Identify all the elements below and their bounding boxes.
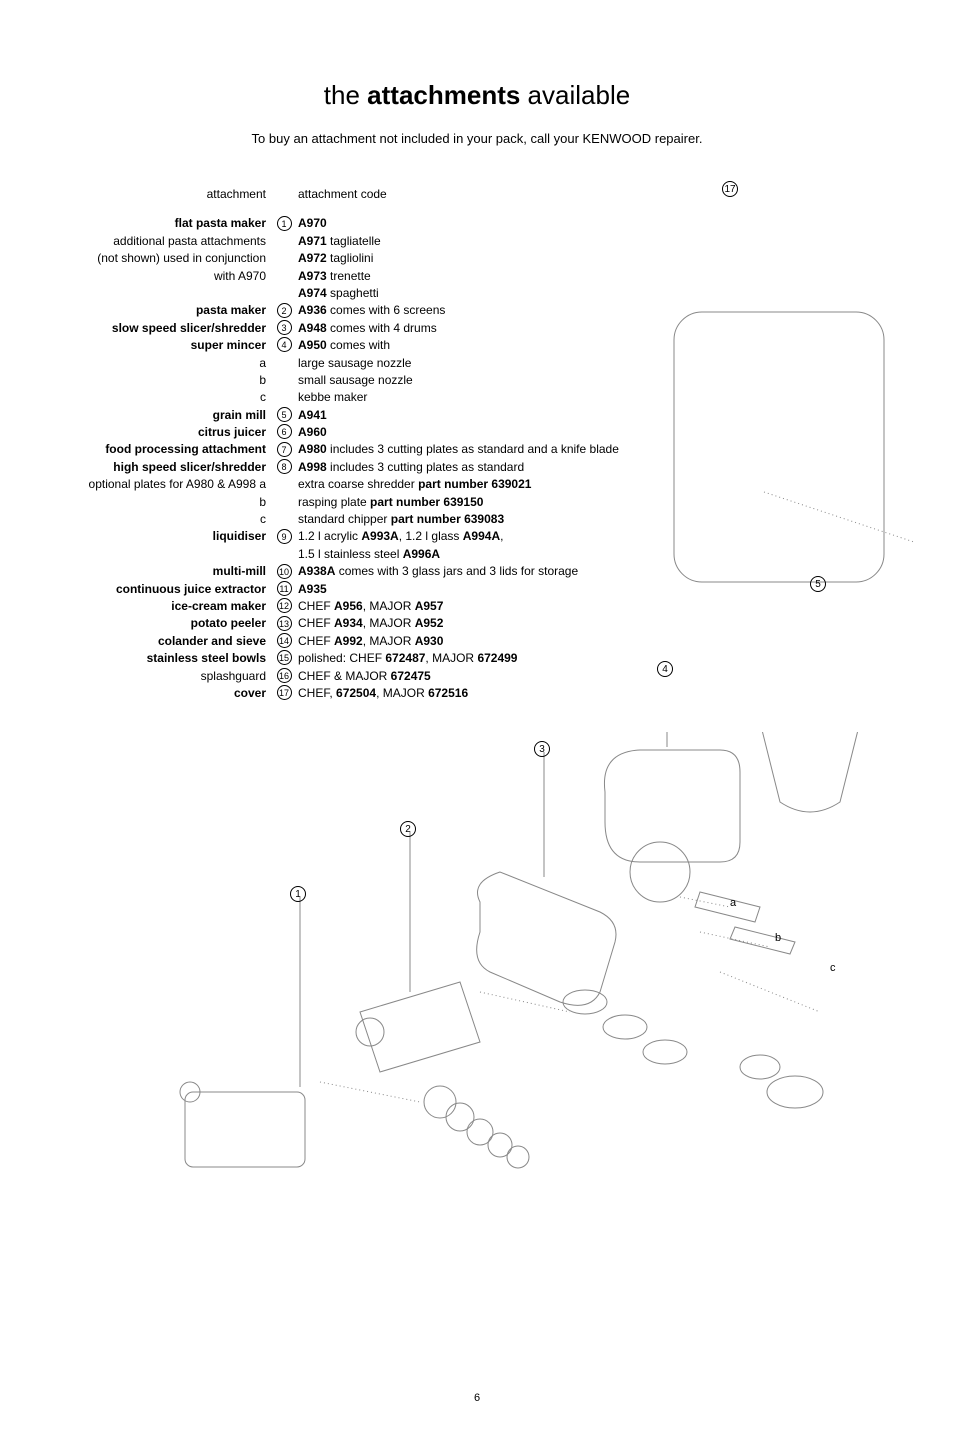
row-number xyxy=(272,285,296,302)
diagram-callout: 3 xyxy=(534,742,550,758)
row-number: 9 xyxy=(272,528,296,545)
row-label: cover xyxy=(40,685,270,702)
title-pre: the xyxy=(324,80,367,110)
row-number xyxy=(272,494,296,511)
row-number: 13 xyxy=(272,615,296,632)
row-label: with A970 xyxy=(40,268,270,285)
row-number xyxy=(272,546,296,563)
row-number: 16 xyxy=(272,668,296,685)
cover-svg xyxy=(654,172,954,792)
row-label: a xyxy=(40,355,270,372)
row-label xyxy=(40,546,270,563)
row-number: 11 xyxy=(272,581,296,598)
row-label: super mincer xyxy=(40,337,270,354)
row-number xyxy=(272,372,296,389)
row-number: 2 xyxy=(272,302,296,319)
row-number xyxy=(272,476,296,493)
manual-page: the attachments available To buy an atta… xyxy=(0,0,954,1444)
row-label: citrus juicer xyxy=(40,424,270,441)
row-number xyxy=(272,233,296,250)
row-label: colander and sieve xyxy=(40,633,270,650)
row-label: stainless steel bowls xyxy=(40,650,270,667)
diagram-svg xyxy=(40,732,914,1372)
attachments-diagram: 1754321 abc xyxy=(40,732,914,1372)
diagram-abc-label: a xyxy=(730,897,736,909)
row-number xyxy=(272,511,296,528)
row-number: 14 xyxy=(272,633,296,650)
row-label: flat pasta maker xyxy=(40,215,270,232)
row-label: b xyxy=(40,494,270,511)
diagram-callout: 4 xyxy=(657,662,673,678)
diagram-callout: 1 xyxy=(290,887,306,903)
diagram-abc-label: b xyxy=(775,932,781,944)
row-number: 5 xyxy=(272,407,296,424)
row-number xyxy=(272,389,296,406)
diagram-abc-label: c xyxy=(830,962,836,974)
row-number xyxy=(272,355,296,372)
row-label: splashguard xyxy=(40,668,270,685)
row-number: 6 xyxy=(272,424,296,441)
row-number: 10 xyxy=(272,563,296,580)
row-label: additional pasta attachments xyxy=(40,233,270,250)
row-label: continuous juice extractor xyxy=(40,581,270,598)
row-label: grain mill xyxy=(40,407,270,424)
row-number xyxy=(272,268,296,285)
page-number: 6 xyxy=(40,1392,914,1404)
row-label: liquidiser xyxy=(40,528,270,545)
title-post: available xyxy=(520,80,630,110)
page-title: the attachments available xyxy=(40,80,914,111)
row-label: pasta maker xyxy=(40,302,270,319)
row-number: 8 xyxy=(272,459,296,476)
row-label: c xyxy=(40,389,270,406)
row-number: 1 xyxy=(272,215,296,232)
row-label: b xyxy=(40,372,270,389)
row-number: 17 xyxy=(272,685,296,702)
page-subtitle: To buy an attachment not included in you… xyxy=(40,131,914,146)
row-number: 7 xyxy=(272,441,296,458)
diagram-callout: 5 xyxy=(810,577,826,593)
title-bold: attachments xyxy=(367,80,520,110)
row-label: potato peeler xyxy=(40,615,270,632)
row-number: 4 xyxy=(272,337,296,354)
row-label: c xyxy=(40,511,270,528)
diagram-callout: 2 xyxy=(400,822,416,838)
row-label: high speed slicer/shredder xyxy=(40,459,270,476)
row-label: food processing attachment xyxy=(40,441,270,458)
row-label xyxy=(40,285,270,302)
row-number: 15 xyxy=(272,650,296,667)
row-label: multi-mill xyxy=(40,563,270,580)
row-number: 12 xyxy=(272,598,296,615)
row-label: slow speed slicer/shredder xyxy=(40,320,270,337)
row-label: ice-cream maker xyxy=(40,598,270,615)
row-label: (not shown) used in conjunction xyxy=(40,250,270,267)
row-number: 3 xyxy=(272,320,296,337)
col-head-attachment: attachment xyxy=(40,186,270,215)
row-number xyxy=(272,250,296,267)
diagram-callout: 17 xyxy=(722,182,738,198)
row-label: optional plates for A980 & A998 a xyxy=(40,476,270,493)
